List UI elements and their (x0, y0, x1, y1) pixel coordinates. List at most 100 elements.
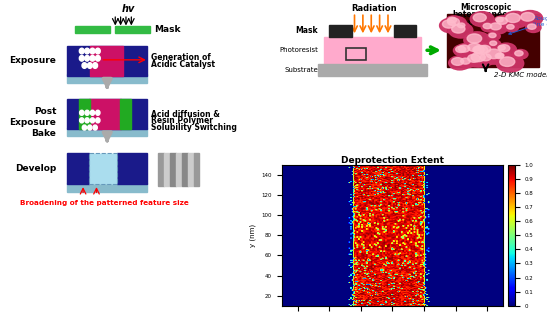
Text: Exposure: Exposure (9, 56, 56, 65)
Circle shape (79, 55, 84, 61)
Title: Deprotection Extent: Deprotection Extent (341, 156, 444, 165)
Circle shape (489, 33, 496, 37)
Circle shape (85, 55, 90, 61)
Bar (67, 153, 89, 184)
Circle shape (476, 43, 498, 57)
Text: hv: hv (122, 4, 135, 14)
Circle shape (443, 20, 455, 28)
Bar (164, 153, 170, 186)
Circle shape (470, 43, 496, 60)
Circle shape (483, 47, 510, 64)
Circle shape (481, 22, 497, 32)
Circle shape (90, 55, 95, 61)
Circle shape (488, 40, 501, 48)
Circle shape (461, 58, 470, 64)
Text: Mask: Mask (154, 25, 181, 34)
Circle shape (80, 118, 84, 123)
Circle shape (497, 17, 508, 24)
Circle shape (479, 45, 491, 53)
Circle shape (445, 16, 467, 30)
Bar (90, 46, 123, 76)
Circle shape (528, 24, 536, 29)
Circle shape (526, 23, 541, 32)
Circle shape (93, 63, 97, 68)
Circle shape (465, 41, 488, 56)
Circle shape (468, 54, 480, 62)
Bar (176, 153, 182, 186)
Bar (188, 153, 194, 186)
Circle shape (447, 18, 459, 26)
Circle shape (96, 110, 100, 115)
Y-axis label: y (nm): y (nm) (249, 224, 256, 247)
Circle shape (498, 45, 505, 50)
Bar (170, 153, 176, 186)
Circle shape (505, 23, 519, 32)
Circle shape (449, 23, 473, 38)
Bar (324, 37, 421, 64)
Circle shape (79, 48, 84, 54)
Circle shape (80, 110, 84, 115)
Circle shape (440, 18, 463, 33)
Circle shape (95, 48, 100, 54)
Circle shape (494, 16, 508, 25)
Circle shape (90, 118, 95, 123)
Circle shape (93, 125, 97, 130)
Circle shape (458, 57, 476, 68)
Text: Post
Exposure
Bake: Post Exposure Bake (9, 107, 56, 139)
Circle shape (85, 48, 90, 54)
Circle shape (513, 49, 528, 59)
Text: Broadening of the patterned feature size: Broadening of the patterned feature size (20, 200, 189, 206)
Text: Microscopic: Microscopic (460, 3, 511, 12)
Circle shape (471, 53, 485, 62)
Text: Develop: Develop (15, 164, 56, 173)
Circle shape (480, 54, 491, 61)
Circle shape (486, 49, 501, 59)
Circle shape (496, 44, 510, 53)
Polygon shape (329, 25, 352, 37)
Circle shape (483, 23, 492, 29)
Circle shape (90, 110, 95, 115)
Bar (89, 99, 121, 129)
Bar (79, 99, 90, 129)
Circle shape (456, 43, 476, 56)
Bar (194, 153, 200, 186)
Circle shape (457, 23, 465, 28)
Text: heterogeneous: heterogeneous (453, 10, 519, 20)
Bar (182, 153, 188, 186)
Circle shape (500, 57, 515, 66)
Circle shape (503, 11, 529, 28)
Circle shape (506, 14, 520, 23)
Circle shape (496, 43, 516, 56)
Bar (158, 153, 164, 186)
Circle shape (449, 56, 471, 70)
Bar (67, 183, 147, 192)
Circle shape (494, 16, 514, 28)
Circle shape (490, 23, 501, 30)
Bar (318, 64, 427, 76)
Text: Mask: Mask (295, 26, 318, 35)
Bar (67, 99, 147, 129)
Circle shape (88, 63, 92, 68)
Circle shape (468, 43, 481, 52)
Text: Solubility Switching: Solubility Switching (152, 123, 237, 132)
Circle shape (495, 52, 508, 60)
Circle shape (451, 58, 464, 65)
Circle shape (474, 45, 488, 54)
Text: Photoresist: Photoresist (280, 47, 318, 53)
Circle shape (515, 51, 523, 56)
Circle shape (458, 45, 470, 52)
Circle shape (467, 34, 482, 43)
Circle shape (478, 52, 498, 65)
Circle shape (507, 25, 514, 29)
Circle shape (470, 44, 491, 58)
Text: Substrate: Substrate (284, 67, 318, 73)
Circle shape (96, 118, 100, 123)
Circle shape (496, 55, 523, 72)
Circle shape (445, 16, 462, 26)
Circle shape (456, 46, 465, 53)
Circle shape (452, 25, 465, 33)
Circle shape (498, 45, 510, 52)
Circle shape (95, 55, 100, 61)
Bar (446, 14, 539, 67)
Bar (67, 128, 147, 136)
